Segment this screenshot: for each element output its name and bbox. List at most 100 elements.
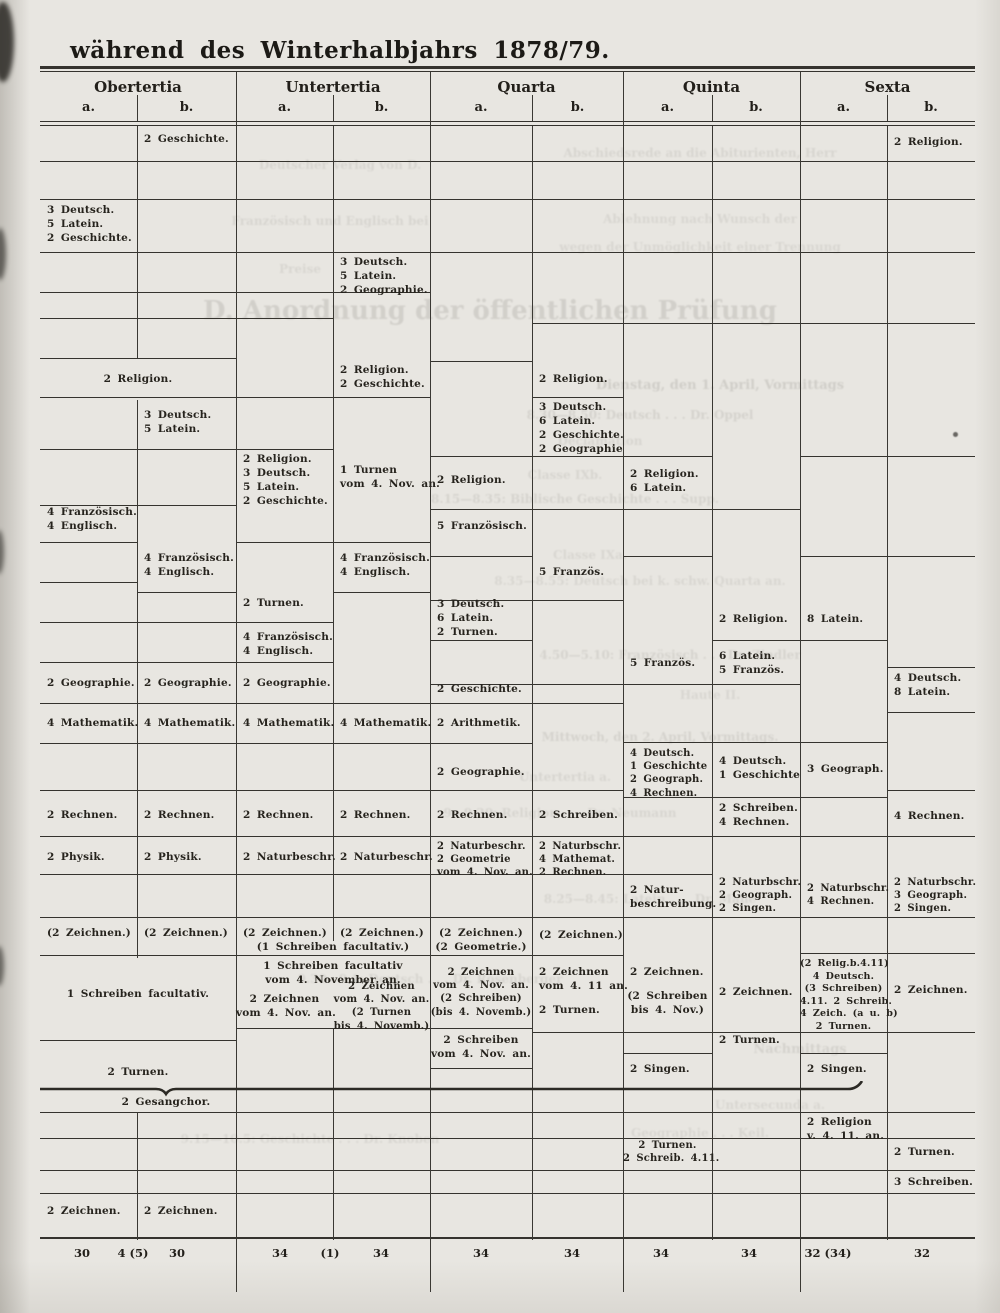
timetable-cell: 8 Latein. <box>807 613 887 627</box>
section-label: a. <box>474 100 488 115</box>
section-label: a. <box>82 100 95 115</box>
rule-line <box>40 662 333 663</box>
cell-line: v. 4. 11. an. <box>807 1129 885 1142</box>
rule-line <box>430 361 532 362</box>
rule-line <box>800 1053 887 1054</box>
cell-line: 6 Latein. <box>719 650 776 662</box>
rule-line <box>887 712 975 713</box>
rule-line <box>40 622 333 623</box>
cell-line: 2 Turnen. <box>815 1020 872 1032</box>
cell-line: (2 Turnen <box>351 1007 412 1019</box>
cell-line: 4 Englisch. <box>47 519 118 532</box>
timetable-cell: 4 Mathematik. <box>47 717 139 731</box>
cell-line: 2 Geograph. <box>630 774 704 786</box>
rule-line <box>532 323 975 324</box>
timetable-cell: 4 Mathematik. <box>243 717 334 731</box>
timetable-cell: 2 Zeichnen. <box>47 1205 137 1219</box>
cell-line: 4 Englisch. <box>144 565 215 578</box>
cell-line: 2 Singen. <box>807 1063 867 1075</box>
cell-line: vom 4. Nov. an. <box>437 867 533 879</box>
cell-line: 2 Singen. <box>719 903 777 915</box>
cell-line: 2 Zeichnen <box>447 967 515 978</box>
cell-line: 2 Turnen. <box>719 1034 780 1046</box>
cell-line: 1 Geschichte <box>630 761 708 773</box>
rule-line <box>40 836 975 837</box>
timetable-cell: 2 Arithmetik. <box>437 717 532 731</box>
section-label: b. <box>374 100 389 115</box>
cell-line: 5 Latein. <box>47 217 104 230</box>
cell-line: 2 Religion. <box>243 453 312 465</box>
cell-line: 4 Französisch. <box>243 631 333 643</box>
cell-line: 2 Religion. <box>340 364 409 376</box>
bleed-through-text: wegen der Unmöglichkeit einer Trennung <box>559 240 841 254</box>
bleed-through-text: 8.25—8.45: Latein . . . Dr. Mane <box>543 892 757 906</box>
cell-line: 2 Naturbschr. <box>807 883 890 894</box>
timetable-cell: 4 Mathematik. <box>144 717 236 731</box>
timetable-cell: (2 Zeichnen.) <box>243 927 333 941</box>
rule-line <box>40 1040 236 1041</box>
rule-line <box>430 509 800 510</box>
timetable-cell: (2 Zeichnen.) <box>340 927 430 941</box>
weekly-total: 34 <box>372 1246 390 1260</box>
cell-line: 2 Naturbschr. <box>719 877 802 888</box>
cell-line: 4 Deutsch. <box>630 748 695 759</box>
cell-line: 2 Geschichte. <box>47 231 132 244</box>
timetable-cell: 2 Religion. 3 Deutsch. 5 Latein. 2 Geschich… <box>243 453 333 508</box>
cell-line: 4 Rechnen. <box>630 787 698 799</box>
cell-line: vom 4. Nov. an. <box>333 994 430 1006</box>
cell-line: 2 Rechnen. <box>340 809 411 821</box>
cell-line: 2 Schreiben <box>443 1034 519 1046</box>
timetable-cell: 2 Naturbeschr. <box>340 851 433 865</box>
column-divider <box>137 126 138 358</box>
cell-line: (3 Schreiben) <box>804 983 883 995</box>
cell-line: bis 4. Nov.) <box>630 1003 705 1016</box>
rule-line <box>887 790 975 791</box>
cell-line: 4 Mathematik. <box>47 717 139 729</box>
weekly-total: 32 <box>913 1246 931 1260</box>
rule-line <box>40 318 333 319</box>
rule-line <box>712 640 887 641</box>
weekly-total: 34 <box>740 1246 758 1260</box>
cell-line: 3 Deutsch. <box>47 204 115 216</box>
cell-line: 2 Rechnen. <box>144 809 215 821</box>
cell-line: 2 Turnen. <box>894 1146 955 1158</box>
cell-line: 2 Religion. <box>719 613 788 625</box>
timetable-cell: (2 Zeichnen.) <box>144 927 236 941</box>
bleed-through-text: 9—9.20: Religion . . . Dr. Neumann <box>443 806 677 820</box>
bleed-through-text: 8.30—8.50: Deutsch . . . Dr. Oppel <box>526 408 754 422</box>
rule-line <box>40 955 623 956</box>
cell-line: 4 Rechnen. <box>719 815 790 828</box>
cell-line: 2 Natur- <box>630 884 684 896</box>
rule-line <box>40 449 333 450</box>
cell-line: 4 Deutsch. <box>719 755 787 767</box>
column-divider <box>887 95 888 121</box>
cell-line: 2 Singen. <box>894 903 952 915</box>
column-divider <box>333 95 334 121</box>
column-divider <box>333 1028 334 1240</box>
cell-line: 2 Religion. <box>437 474 506 486</box>
rule-line <box>40 1170 975 1171</box>
cell-line: 5 Latein. <box>243 480 300 493</box>
rule-line <box>40 199 975 200</box>
cell-line: 4 Französisch. <box>47 506 137 518</box>
cell-line: 2 Physik. <box>47 851 105 863</box>
timetable-cell: 2 Schreiben vom 4. Nov. an. <box>430 1034 532 1062</box>
timetable-cell: 2 Religion. <box>894 136 975 150</box>
timetable-cell: 2 Naturbeschr. <box>243 851 336 865</box>
column-divider <box>712 95 713 121</box>
cell-line: 2 Zeichnen. <box>719 986 793 998</box>
cell-line: 2 Naturbeschr. <box>437 841 526 852</box>
cell-line: 3 Deutsch. <box>243 466 311 479</box>
cell-line: 1 Schreiben facultativ. <box>66 988 210 1000</box>
cell-line: 5 Französisch. <box>437 520 527 532</box>
bleed-through-text: 8.35—8.55: Deutsch bei k. schw. Quarta a… <box>494 574 786 588</box>
cell-line: 2 Schreiben. <box>539 809 618 821</box>
weekly-total: 34 <box>652 1246 670 1260</box>
weekly-total: 4 (5) <box>117 1246 149 1260</box>
cell-line: 2 Geschichte. <box>243 494 328 507</box>
bleed-through-text: Declamation <box>557 434 643 448</box>
scan-smudge <box>953 432 958 437</box>
column-divider <box>532 95 533 121</box>
cell-line: 2 Naturbeschr. <box>243 851 336 863</box>
timetable-cell: 4 Französisch. 4 Englisch. <box>340 552 430 580</box>
